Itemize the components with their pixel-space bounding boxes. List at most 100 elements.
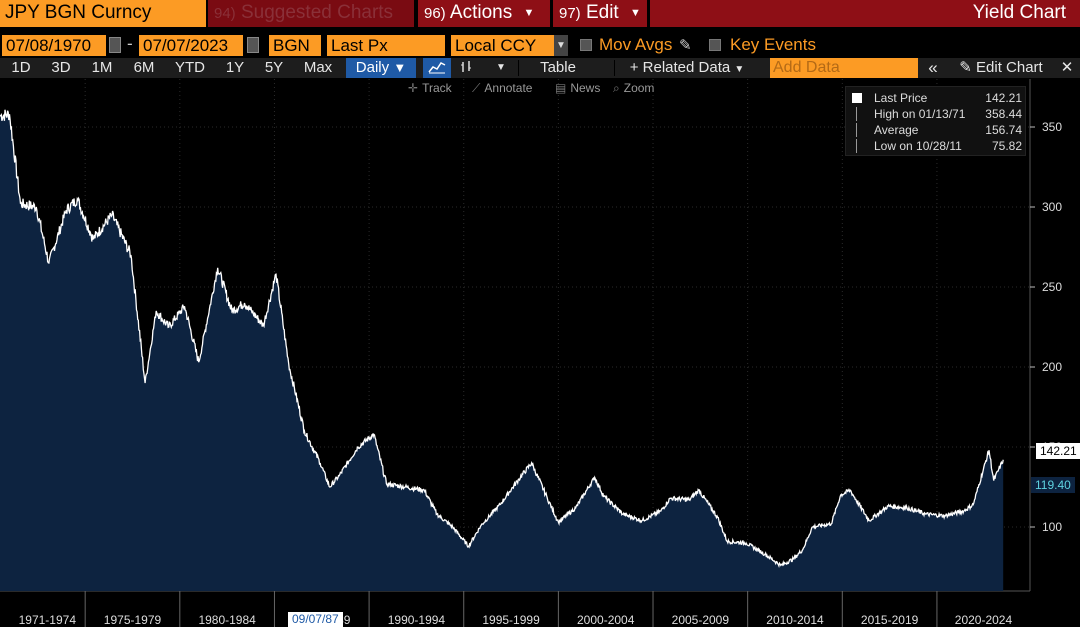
actions-menu-button[interactable]: 96) Actions ▼ bbox=[418, 0, 550, 27]
period-5y[interactable]: 5Y bbox=[264, 59, 284, 76]
actions-label: Actions bbox=[449, 2, 513, 23]
mov-avgs-label[interactable]: Mov Avgs bbox=[599, 35, 673, 54]
key-events-label[interactable]: Key Events bbox=[730, 35, 816, 54]
magnifier-icon: ⌕ bbox=[613, 81, 620, 95]
x-axis: 1971-19741975-19791980-19841985-19891990… bbox=[19, 591, 1013, 627]
legend-avg-row: Average 156.74 bbox=[846, 122, 1027, 138]
line-draw-icon: ⟋ bbox=[472, 81, 481, 95]
x-tick-label: 2010-2014 bbox=[766, 613, 824, 627]
price-legend: Last Price 142.21 High on 01/13/71 358.4… bbox=[845, 86, 1026, 156]
top-toolbar: JPY BGN Curncy 94) Suggested Charts 96) … bbox=[0, 0, 1080, 28]
frequency-label: Daily bbox=[355, 59, 390, 76]
field-selector[interactable]: Last Px bbox=[327, 35, 445, 56]
price-area bbox=[0, 109, 1004, 592]
chevron-down-icon[interactable]: ▼ bbox=[554, 35, 568, 56]
legend-avg-value: 156.74 bbox=[985, 123, 1022, 137]
frequency-selector[interactable]: Daily ▼ bbox=[346, 58, 416, 78]
news-label: News bbox=[570, 81, 601, 95]
title-bar: Yield Chart bbox=[650, 0, 1080, 27]
x-tick-label: 1995-1999 bbox=[482, 613, 540, 627]
price-line bbox=[0, 109, 1004, 569]
legend-high-label: High on 01/13/71 bbox=[874, 107, 966, 121]
cursor-date-label: 09/07/87 bbox=[288, 612, 343, 627]
chevron-down-icon[interactable]: ▼ bbox=[496, 62, 506, 73]
track-label: Track bbox=[422, 81, 452, 95]
period-1d[interactable]: 1D bbox=[11, 59, 31, 76]
y-tick-label: 350 bbox=[1042, 120, 1062, 134]
period-ytd[interactable]: YTD bbox=[175, 59, 205, 76]
y-tick-label: 300 bbox=[1042, 200, 1062, 214]
legend-last-label: Last Price bbox=[874, 91, 928, 105]
y-axis: 100150200250300350 bbox=[1030, 120, 1062, 534]
x-tick-label: 1990-1994 bbox=[388, 613, 446, 627]
separator bbox=[518, 60, 519, 76]
low-marker-icon bbox=[856, 139, 862, 153]
legend-avg-label: Average bbox=[874, 123, 919, 137]
annotate-tool[interactable]: ⟋ Annotate bbox=[472, 81, 532, 96]
period-6m[interactable]: 6M bbox=[133, 59, 155, 76]
average-tag: 119.40 bbox=[1031, 477, 1075, 493]
legend-high-row: High on 01/13/71 358.44 bbox=[846, 106, 1027, 122]
period-max[interactable]: Max bbox=[303, 59, 333, 76]
crosshair-icon: ✛ bbox=[408, 81, 419, 95]
edit-label: Edit bbox=[585, 2, 619, 23]
end-date-field[interactable]: 07/07/2023 bbox=[139, 35, 243, 56]
period-1y[interactable]: 1Y bbox=[225, 59, 245, 76]
x-tick-label: 2015-2019 bbox=[861, 613, 919, 627]
currency-selector[interactable]: Local CCY bbox=[451, 35, 554, 56]
security-ticker-field[interactable]: JPY BGN Curncy bbox=[0, 0, 206, 27]
price-chart[interactable]: 100150200250300350 1971-19741975-1979198… bbox=[0, 79, 1080, 627]
bar-chart-icon[interactable] bbox=[453, 58, 479, 78]
x-tick-label: 1971-1974 bbox=[19, 613, 77, 627]
actions-number: 96) bbox=[424, 5, 446, 22]
legend-low-label: Low on 10/28/11 bbox=[874, 139, 962, 153]
related-data-button[interactable]: + Related Data ▼ bbox=[618, 58, 756, 78]
mov-avgs-checkbox[interactable] bbox=[580, 39, 592, 51]
zoom-label: Zoom bbox=[623, 81, 655, 95]
table-button[interactable]: Table bbox=[540, 59, 576, 76]
related-data-label: + Related Data bbox=[629, 59, 731, 76]
chart-title: Yield Chart bbox=[972, 2, 1066, 23]
chevron-down-icon: ▼ bbox=[630, 7, 641, 19]
x-tick-label: 1980-1984 bbox=[198, 613, 256, 627]
news-icon: ▤ bbox=[555, 81, 567, 95]
chevron-down-icon: ▼ bbox=[393, 60, 407, 75]
chevron-down-icon: ▼ bbox=[523, 7, 535, 19]
calendar-icon[interactable] bbox=[247, 37, 259, 53]
x-tick-label: 2000-2004 bbox=[577, 613, 635, 627]
track-tool[interactable]: ✛ Track bbox=[408, 81, 452, 95]
add-data-input[interactable]: Add Data bbox=[770, 58, 918, 78]
square-icon bbox=[852, 93, 862, 103]
key-events-checkbox[interactable] bbox=[709, 39, 721, 51]
zoom-tool[interactable]: ⌕ Zoom bbox=[613, 81, 654, 96]
period-1m[interactable]: 1M bbox=[91, 59, 113, 76]
edit-number: 97) bbox=[559, 5, 581, 22]
news-tool[interactable]: ▤ News bbox=[555, 81, 600, 95]
suggested-charts-number: 94) bbox=[214, 5, 236, 22]
double-chevron-left-icon[interactable]: « bbox=[928, 58, 938, 77]
x-tick-label: 2020-2024 bbox=[955, 613, 1013, 627]
period-3d[interactable]: 3D bbox=[51, 59, 71, 76]
last-price-tag: 142.21 bbox=[1036, 443, 1080, 459]
pricing-source-field[interactable]: BGN bbox=[269, 35, 321, 56]
chevron-down-icon: ▼ bbox=[734, 64, 745, 75]
separator bbox=[614, 60, 615, 76]
start-date-field[interactable]: 07/08/1970 bbox=[2, 35, 106, 56]
close-icon[interactable]: ✕ bbox=[1060, 59, 1074, 76]
line-chart-icon[interactable] bbox=[423, 58, 451, 78]
legend-last-value: 142.21 bbox=[985, 91, 1022, 105]
y-tick-label: 100 bbox=[1042, 520, 1062, 534]
edit-chart-label: Edit Chart bbox=[976, 59, 1043, 76]
annotate-label: Annotate bbox=[484, 81, 533, 95]
suggested-charts-button[interactable]: 94) Suggested Charts bbox=[208, 0, 414, 27]
edit-menu-button[interactable]: 97) Edit ▼ bbox=[553, 0, 647, 27]
y-tick-label: 250 bbox=[1042, 280, 1062, 294]
date-range-dash: - bbox=[127, 34, 133, 53]
edit-chart-button[interactable]: ✎ Edit Chart bbox=[948, 58, 1054, 78]
pencil-icon[interactable]: ✎ bbox=[679, 37, 692, 54]
y-tick-label: 200 bbox=[1042, 360, 1062, 374]
pencil-icon: ✎ bbox=[959, 59, 977, 76]
calendar-icon[interactable] bbox=[109, 37, 121, 53]
legend-low-row: Low on 10/28/11 75.82 bbox=[846, 138, 1027, 154]
average-marker-icon bbox=[856, 123, 862, 137]
